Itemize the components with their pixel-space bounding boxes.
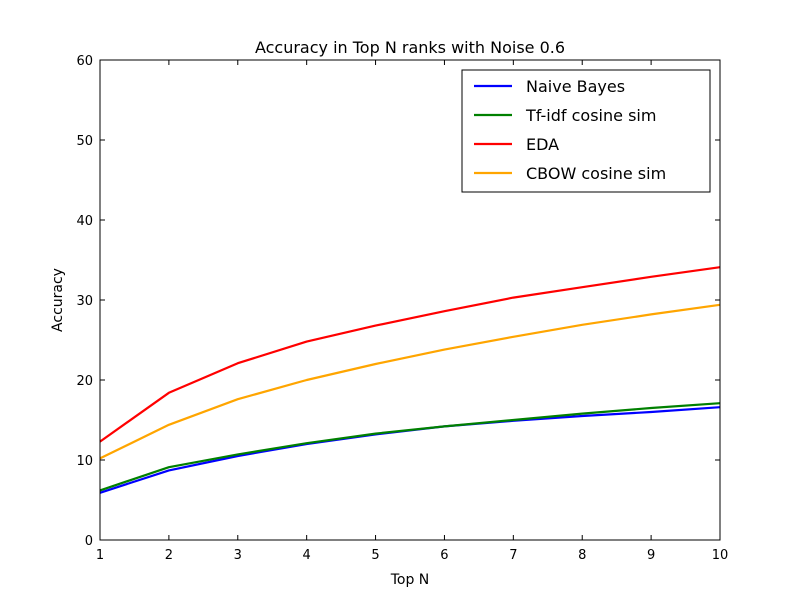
chart-title: Accuracy in Top N ranks with Noise 0.6	[255, 38, 565, 57]
x-axis-ticks: 1 2 3 4 5 6 7 8 9 10	[96, 60, 728, 563]
legend: Naive Bayes Tf-idf cosine sim EDA CBOW cosi…	[461, 69, 711, 193]
y-tick-label: 60	[76, 54, 93, 69]
legend-label: Naive Bayes	[526, 77, 625, 96]
y-tick-label: 0	[85, 534, 93, 549]
x-tick-label: 1	[96, 548, 104, 563]
x-tick-label: 7	[509, 548, 517, 563]
y-tick-label: 10	[76, 454, 93, 469]
series-line-tf-idf-cosine-sim	[99, 402, 721, 492]
x-tick-label: 2	[165, 548, 173, 563]
x-axis-label: Top N	[390, 572, 430, 588]
y-tick-label: 20	[76, 374, 93, 389]
x-tick-label: 8	[578, 548, 586, 563]
legend-label: CBOW cosine sim	[526, 164, 666, 183]
y-axis-ticks: 0 10 20 30 40 50 60	[76, 54, 720, 549]
series-line-cbow-cosine-sim	[99, 303, 721, 460]
x-tick-label: 3	[234, 548, 242, 563]
y-axis-label: Accuracy	[50, 268, 66, 332]
x-tick-label: 6	[440, 548, 448, 563]
x-tick-label: 5	[371, 548, 379, 563]
legend-label: Tf-idf cosine sim	[525, 106, 656, 125]
x-tick-label: 4	[303, 548, 311, 563]
y-tick-label: 40	[76, 214, 93, 229]
series-line-eda	[99, 266, 721, 443]
plot-lines	[99, 266, 721, 494]
legend-label: EDA	[526, 135, 559, 154]
y-tick-label: 30	[76, 294, 93, 309]
y-tick-label: 50	[76, 134, 93, 149]
series-line-naive-bayes	[99, 406, 721, 494]
legend-box	[461, 69, 711, 193]
x-tick-label: 10	[712, 548, 729, 563]
x-tick-label: 9	[647, 548, 655, 563]
